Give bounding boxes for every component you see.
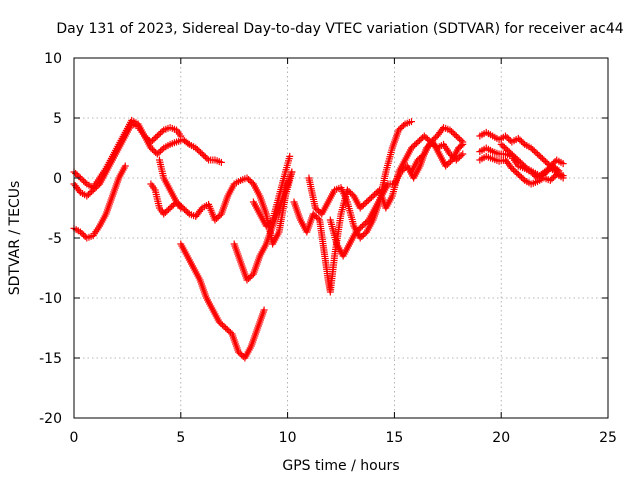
series-track-2: [71, 117, 225, 191]
y-tick-label: -10: [39, 291, 62, 307]
y-tick-label: -20: [39, 411, 62, 427]
y-tick-label: 0: [53, 171, 62, 187]
y-tick-label: 5: [53, 111, 62, 127]
series-track-4: [147, 169, 295, 248]
y-tick-label: -5: [48, 231, 62, 247]
tick-labels: 0 5 10 15 20 25 -20 -15 -10 -5 0 5 10: [39, 51, 617, 446]
x-tick-label: 5: [176, 430, 185, 446]
x-tick-label: 15: [385, 430, 403, 446]
x-tick-label: 10: [279, 430, 297, 446]
y-tick-label: -15: [39, 351, 62, 367]
x-axis-label: GPS time / hours: [282, 458, 399, 474]
chart-title: Day 131 of 2023, Sidereal Day-to-day VTE…: [56, 21, 623, 37]
sdtvar-chart: Day 131 of 2023, Sidereal Day-to-day VTE…: [0, 0, 640, 480]
data-points: [71, 117, 567, 362]
y-axis-label: SDTVAR / TECUs: [7, 181, 23, 296]
y-tick-label: 10: [44, 51, 62, 67]
series-track-6: [177, 241, 267, 362]
grid-lines: [74, 58, 608, 418]
x-tick-label: 20: [492, 430, 510, 446]
x-tick-label: 25: [599, 430, 617, 446]
x-tick-label: 0: [70, 430, 79, 446]
